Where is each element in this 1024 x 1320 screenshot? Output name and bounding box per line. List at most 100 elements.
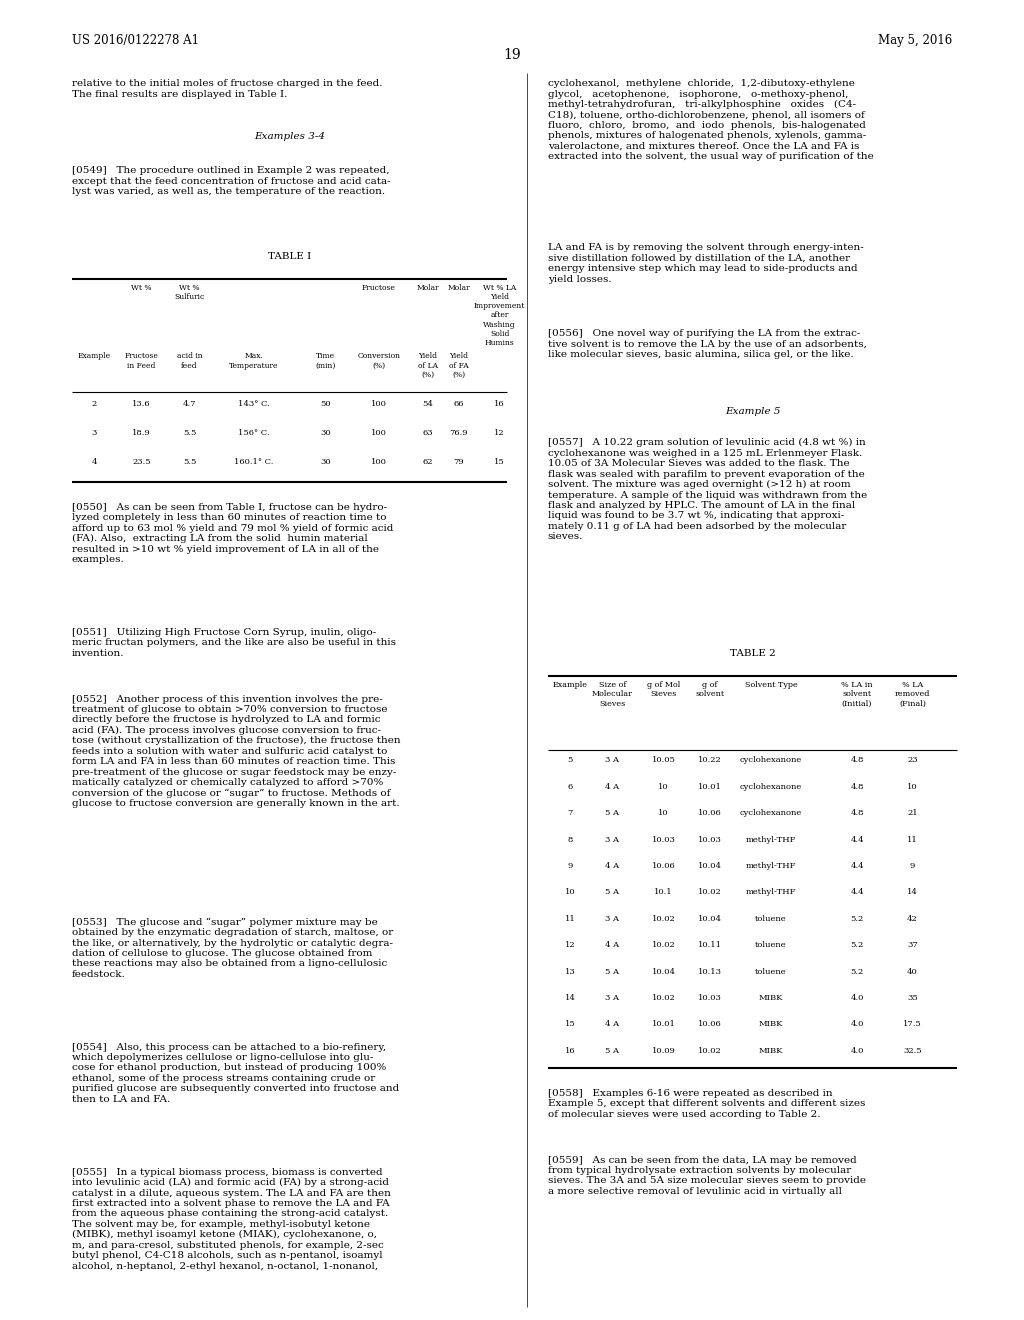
Text: 3 A: 3 A [605,994,620,1002]
Text: 5.2: 5.2 [851,941,863,949]
Text: 2: 2 [91,400,97,408]
Text: 30: 30 [321,429,331,437]
Text: MIBK: MIBK [759,994,783,1002]
Text: 4 A: 4 A [605,1020,620,1028]
Text: methyl-THF: methyl-THF [745,862,797,870]
Text: [0558]   Examples 6-16 were repeated as described in
Example 5, except that diff: [0558] Examples 6-16 were repeated as de… [548,1089,865,1119]
Text: 3 A: 3 A [605,836,620,843]
Text: 11: 11 [907,836,918,843]
Text: Examples 3-4: Examples 3-4 [254,132,325,141]
Text: 3 A: 3 A [605,756,620,764]
Text: methyl-THF: methyl-THF [745,888,797,896]
Text: 76.9: 76.9 [450,429,468,437]
Text: 5 A: 5 A [605,968,620,975]
Text: 10.03: 10.03 [651,836,676,843]
Text: 10.02: 10.02 [651,915,676,923]
Text: toluene: toluene [756,941,786,949]
Text: 7: 7 [567,809,573,817]
Text: 10.03: 10.03 [697,994,722,1002]
Text: 14: 14 [565,994,575,1002]
Text: Size of
Molecular
Sieves: Size of Molecular Sieves [592,681,633,708]
Text: 18.9: 18.9 [132,429,151,437]
Text: 10: 10 [565,888,575,896]
Text: 63: 63 [423,429,433,437]
Text: 19: 19 [503,48,521,62]
Text: [0553]   The glucose and “sugar” polymer mixture may be
obtained by the enzymati: [0553] The glucose and “sugar” polymer m… [72,917,393,978]
Text: % LA in
solvent
(Initial): % LA in solvent (Initial) [842,681,872,708]
Text: 9: 9 [909,862,915,870]
Text: Solvent Type: Solvent Type [744,681,798,689]
Text: MIBK: MIBK [759,1020,783,1028]
Text: Yield
of FA
(%): Yield of FA (%) [449,352,469,379]
Text: 30: 30 [321,458,331,466]
Text: 4 A: 4 A [605,862,620,870]
Text: 4.0: 4.0 [850,1047,864,1055]
Text: TABLE I: TABLE I [267,252,311,261]
Text: 5.2: 5.2 [851,968,863,975]
Text: May 5, 2016: May 5, 2016 [878,34,952,48]
Text: 3 A: 3 A [605,915,620,923]
Text: 10.02: 10.02 [697,888,722,896]
Text: 10: 10 [658,809,669,817]
Text: 4.7: 4.7 [182,400,197,408]
Text: 4.0: 4.0 [850,1020,864,1028]
Text: 11: 11 [565,915,575,923]
Text: 4.4: 4.4 [850,888,864,896]
Text: 143° C.: 143° C. [238,400,270,408]
Text: Wt %
Sulfuric: Wt % Sulfuric [174,284,205,301]
Text: Example: Example [553,681,588,689]
Text: 66: 66 [454,400,464,408]
Text: Example: Example [78,352,111,360]
Text: [0557]   A 10.22 gram solution of levulinic acid (4.8 wt %) in
cyclohexanone was: [0557] A 10.22 gram solution of levulini… [548,438,867,541]
Text: 10: 10 [658,783,669,791]
Text: 79: 79 [454,458,464,466]
Text: 54: 54 [423,400,433,408]
Text: 8: 8 [567,836,573,843]
Text: 37: 37 [907,941,918,949]
Text: 35: 35 [907,994,918,1002]
Text: g of
solvent: g of solvent [695,681,724,698]
Text: TABLE 2: TABLE 2 [730,649,775,659]
Text: 4.8: 4.8 [850,783,864,791]
Text: 4.4: 4.4 [850,836,864,843]
Text: Fructose
in Feed: Fructose in Feed [124,352,159,370]
Text: 10.09: 10.09 [651,1047,676,1055]
Text: 10.04: 10.04 [651,968,676,975]
Text: MIBK: MIBK [759,1047,783,1055]
Text: 10.1: 10.1 [654,888,673,896]
Text: toluene: toluene [756,968,786,975]
Text: 42: 42 [907,915,918,923]
Text: 156° C.: 156° C. [239,429,269,437]
Text: [0550]   As can be seen from Table I, fructose can be hydro-
lyzed completely in: [0550] As can be seen from Table I, fruc… [72,503,393,564]
Text: 10.06: 10.06 [651,862,676,870]
Text: US 2016/0122278 A1: US 2016/0122278 A1 [72,34,199,48]
Text: 160.1° C.: 160.1° C. [234,458,273,466]
Text: 10.02: 10.02 [651,994,676,1002]
Text: 4.8: 4.8 [850,809,864,817]
Text: 4.0: 4.0 [850,994,864,1002]
Text: 4: 4 [91,458,97,466]
Text: 16: 16 [565,1047,575,1055]
Text: 10.02: 10.02 [651,941,676,949]
Text: 10.01: 10.01 [697,783,722,791]
Text: 13.6: 13.6 [132,400,151,408]
Text: 5 A: 5 A [605,809,620,817]
Text: 4 A: 4 A [605,941,620,949]
Text: 17.5: 17.5 [903,1020,922,1028]
Text: [0552]   Another process of this invention involves the pre-
treatment of glucos: [0552] Another process of this invention… [72,694,400,808]
Text: 5.5: 5.5 [182,429,197,437]
Text: 10.22: 10.22 [697,756,722,764]
Text: 5 A: 5 A [605,888,620,896]
Text: 10.01: 10.01 [651,1020,676,1028]
Text: relative to the initial moles of fructose charged in the feed.
The final results: relative to the initial moles of fructos… [72,79,382,99]
Text: [0549]   The procedure outlined in Example 2 was repeated,
except that the feed : [0549] The procedure outlined in Example… [72,166,390,197]
Text: LA and FA is by removing the solvent through energy-inten-
sive distillation fol: LA and FA is by removing the solvent thr… [548,243,863,284]
Text: 5.2: 5.2 [851,915,863,923]
Text: 10.05: 10.05 [651,756,676,764]
Text: % LA
removed
(Final): % LA removed (Final) [895,681,930,708]
Text: Molar: Molar [447,284,470,292]
Text: acid in
feed: acid in feed [176,352,203,370]
Text: g of Mol
Sieves: g of Mol Sieves [647,681,680,698]
Text: 23: 23 [907,756,918,764]
Text: 100: 100 [371,400,387,408]
